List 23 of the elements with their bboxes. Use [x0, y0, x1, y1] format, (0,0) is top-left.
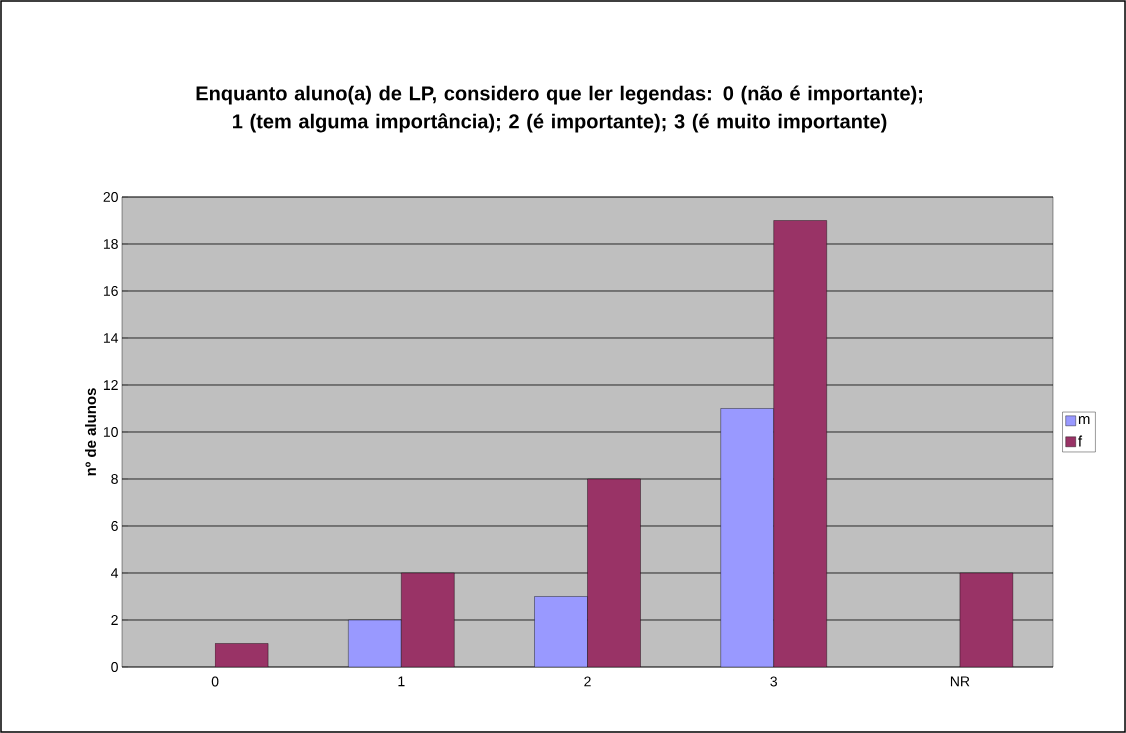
legend-label: m	[1078, 416, 1090, 425]
x-tick-label: 1	[398, 676, 405, 687]
x-tick-label: 2	[584, 676, 591, 687]
x-tick-label: 3	[770, 676, 777, 687]
x-tick-label: 0	[211, 676, 219, 687]
legend-label: f	[1078, 435, 1083, 447]
y-axis-title: nº de alunos	[85, 388, 97, 476]
bar	[348, 619, 402, 667]
y-tick-label: 14	[103, 333, 119, 343]
chart-title: Enquanto aluno(a) de LP, considero que ler legendas: 0 (não é importante); 1 (tem alguma importância); 2 (é importante); 3 (é muito importante)	[196, 85, 922, 133]
y-tick-label: 8	[111, 474, 118, 484]
y-tick-label: 12	[103, 380, 118, 390]
y-tick-label: 10	[103, 427, 118, 437]
y-tick-label: 2	[111, 615, 118, 625]
y-tick-label: 6	[111, 521, 118, 531]
y-tick-label: 16	[103, 286, 118, 296]
x-tick-label: NR	[950, 676, 970, 687]
y-tick-label: 0	[111, 662, 118, 672]
bar	[720, 408, 774, 667]
bar	[534, 596, 588, 667]
y-tick-label: 18	[103, 239, 118, 249]
y-tick-label: 20	[103, 192, 118, 202]
y-tick-label: 4	[111, 568, 119, 578]
